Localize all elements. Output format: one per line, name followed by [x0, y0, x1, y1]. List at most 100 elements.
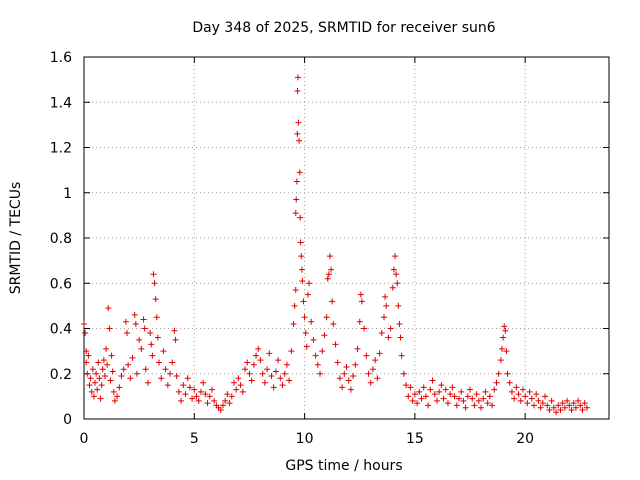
data-point	[357, 291, 364, 298]
data-point	[389, 284, 396, 291]
data-point	[85, 352, 92, 359]
data-point	[542, 393, 549, 400]
data-point	[94, 386, 101, 393]
data-point	[237, 382, 244, 389]
data-point	[411, 391, 418, 398]
data-point	[482, 388, 489, 395]
data-point	[193, 393, 200, 400]
data-point	[400, 370, 407, 377]
data-point	[378, 330, 385, 337]
data-point	[197, 388, 204, 395]
data-point	[178, 397, 185, 404]
data-point	[367, 379, 374, 386]
data-point	[149, 352, 156, 359]
x-axis-label: GPS time / hours	[285, 458, 402, 474]
data-point	[171, 327, 178, 334]
data-points	[81, 74, 590, 416]
data-point	[261, 379, 268, 386]
data-point	[299, 277, 306, 284]
data-point	[154, 334, 161, 341]
data-point	[394, 280, 401, 287]
data-point	[522, 393, 529, 400]
data-point	[418, 395, 425, 402]
data-point	[100, 357, 107, 364]
data-point	[152, 296, 159, 303]
data-point	[495, 370, 502, 377]
data-point	[369, 366, 376, 373]
data-point	[302, 330, 309, 337]
data-point	[350, 373, 357, 380]
data-point	[141, 325, 148, 332]
data-point	[191, 386, 198, 393]
data-point	[414, 400, 421, 407]
data-point	[298, 266, 305, 273]
data-point	[420, 384, 427, 391]
data-point	[339, 384, 346, 391]
data-point	[131, 311, 138, 318]
data-point	[148, 341, 155, 348]
data-point	[101, 373, 108, 380]
data-point	[544, 402, 551, 409]
data-point	[297, 214, 304, 221]
data-point	[352, 361, 359, 368]
data-point	[136, 336, 143, 343]
y-axis-label: SRMTID / TECUs	[8, 182, 24, 295]
data-point	[478, 404, 485, 411]
data-point	[110, 388, 117, 395]
x-tick-label: 10	[296, 431, 314, 447]
data-point	[409, 397, 416, 404]
data-point	[151, 280, 158, 287]
data-point	[581, 400, 588, 407]
data-point	[180, 382, 187, 389]
data-point	[526, 388, 533, 395]
data-point	[129, 354, 136, 361]
data-point	[140, 316, 147, 323]
data-point	[475, 397, 482, 404]
data-point	[122, 318, 129, 325]
data-point	[275, 357, 282, 364]
data-point	[583, 404, 590, 411]
data-point	[264, 366, 271, 373]
data-point	[97, 395, 104, 402]
data-point	[317, 370, 324, 377]
data-point	[484, 400, 491, 407]
data-point	[577, 402, 584, 409]
data-point	[111, 397, 118, 404]
data-point	[381, 314, 387, 321]
data-point	[511, 395, 518, 402]
data-point	[120, 366, 127, 373]
data-point	[575, 397, 582, 404]
data-point	[480, 395, 487, 402]
data-point	[537, 404, 544, 411]
data-point	[425, 402, 432, 409]
data-point	[160, 348, 167, 355]
data-point	[270, 384, 277, 391]
data-point	[189, 395, 196, 402]
data-point	[89, 366, 96, 373]
data-point	[304, 291, 311, 298]
x-tick-label: 20	[516, 431, 534, 447]
data-point	[167, 370, 174, 377]
data-point	[345, 377, 352, 384]
data-point	[169, 359, 176, 366]
data-point	[447, 391, 454, 398]
data-point	[103, 345, 110, 352]
data-point	[125, 361, 132, 368]
y-tick-label: 1.4	[50, 95, 72, 111]
data-point	[82, 330, 89, 337]
data-point	[323, 314, 330, 321]
data-point	[298, 253, 305, 260]
data-point	[382, 293, 389, 300]
data-point	[294, 74, 301, 81]
data-point	[277, 375, 284, 382]
data-point	[283, 361, 290, 368]
data-point	[497, 357, 504, 364]
data-point	[295, 119, 302, 126]
data-point	[114, 393, 121, 400]
data-point	[358, 298, 365, 305]
data-point	[506, 379, 513, 386]
data-point	[105, 305, 112, 312]
data-point	[502, 327, 509, 334]
data-point	[460, 397, 467, 404]
data-point	[321, 332, 328, 339]
